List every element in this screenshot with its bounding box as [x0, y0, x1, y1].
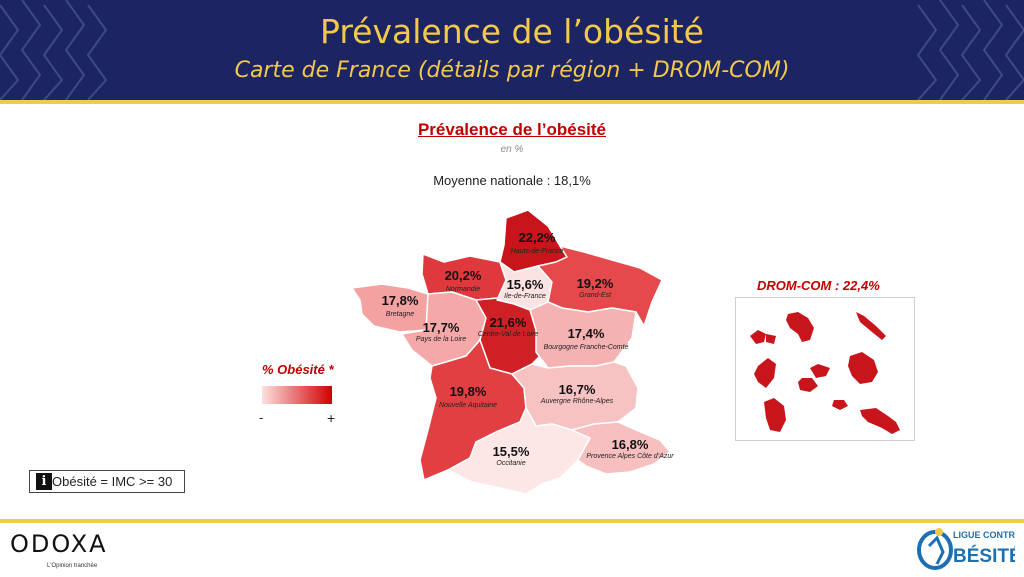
region-bourgogne-franche-comte: [529, 301, 637, 369]
region-name-occitanie: Occitanie: [496, 460, 526, 467]
legend-min-label: -: [259, 410, 264, 425]
national-average: Moyenne nationale : 18,1%: [433, 173, 591, 188]
region-name-centre-val-de-loire: Centre-Val de Loire: [477, 331, 539, 338]
definition-note: i Obésité = IMC >= 30: [29, 470, 185, 493]
region-value-bourgogne-franche-comte: 17,4%: [567, 326, 605, 341]
map-title-text: Prévalence de l’obésité: [417, 120, 607, 139]
region-value-hauts-de-france: 22,2%: [518, 230, 556, 245]
region-value-occitanie: 15,5%: [492, 444, 530, 459]
region-bretagne: [351, 283, 429, 333]
drom-polynesie-shape: [848, 352, 878, 384]
region-name-auvergne-rhone-alpes: Auvergne Rhône-Alpes: [540, 398, 614, 405]
drom-guyane-shape: [754, 358, 776, 388]
region-value-normandie: 20,2%: [444, 268, 482, 283]
ligue-contre-obesite-logo: LIGUE CONTRE BÉSITÉ: [915, 524, 1022, 572]
region-name-provence-alpes-cote-dazur: Provence Alpes Côte d’Azur: [586, 453, 674, 460]
ligue-top-text: LIGUE CONTRE: [953, 530, 1015, 540]
region-name-bourgogne-franche-comte: Bourgogne Franche-Comté: [543, 344, 629, 351]
ligue-logo-graphic: LIGUE CONTRE BÉSITÉ: [917, 528, 1022, 570]
drom-com-box: [735, 297, 915, 441]
region-name-normandie: Normandie: [445, 286, 481, 293]
region-value-pays-de-la-loire: 17,7%: [422, 320, 460, 335]
odoxa-wordmark: ODOXA: [10, 530, 108, 558]
header-divider: [0, 100, 1024, 104]
region-value-grand-est: 19,2%: [576, 276, 614, 291]
region-value-nouvelle-aquitaine: 19,8%: [449, 384, 487, 399]
header-pattern-right: [916, 0, 1024, 100]
legend-max-label: +: [327, 410, 336, 426]
region-name-grand-est: Grand-Est: [579, 292, 611, 299]
header-pattern-left: [0, 0, 108, 100]
info-icon: i: [36, 473, 52, 490]
drom-wallis-shape: [832, 400, 848, 410]
page-subtitle: Carte de France (détails par région + DR…: [234, 58, 790, 83]
region-name-nouvelle-aquitaine: Nouvelle Aquitaine: [438, 402, 498, 409]
map-title: Prévalence de l’obésité: [0, 120, 1024, 140]
drom-caledonie-shape: [764, 398, 786, 432]
drom-com-title: DROM-COM : 22,4%: [757, 278, 880, 293]
legend-title: % Obésité *: [262, 362, 334, 377]
region-provence-alpes-cote-dazur: [571, 421, 671, 475]
drom-saint-pierre-shape: [860, 408, 900, 434]
ligue-word-text: BÉSITÉ: [953, 545, 1015, 567]
region-name-ile-de-france: Ile-de-France: [504, 293, 546, 300]
definition-note-text: Obésité = IMC >= 30: [52, 474, 173, 489]
odoxa-logo: ODOXA L'Opinion tranchée: [10, 530, 108, 569]
region-value-bretagne: 17,8%: [381, 293, 419, 308]
drom-martinique-shape: [786, 312, 814, 342]
region-name-hauts-de-france: Hauts-de-France: [510, 248, 564, 255]
region-name-bretagne: Bretagne: [385, 311, 415, 318]
legend-gradient-bar: [262, 386, 332, 404]
drom-com-map: [750, 312, 900, 434]
region-name-pays-de-la-loire: Pays de la Loire: [415, 336, 467, 343]
odoxa-tagline: L'Opinion tranchée: [47, 563, 98, 569]
page-title: Prévalence de l’obésité: [320, 12, 704, 51]
region-value-ile-de-france: 15,6%: [506, 277, 544, 292]
region-value-centre-val-de-loire: 21,6%: [489, 315, 527, 330]
region-value-auvergne-rhone-alpes: 16,7%: [558, 382, 596, 397]
header-banner: Prévalence de l’obésité Carte de France …: [0, 0, 1024, 100]
footer-divider: [0, 519, 1024, 523]
map-unit: en %: [500, 144, 524, 155]
region-value-provence-alpes-cote-dazur: 16,8%: [611, 437, 649, 452]
drom-mayotte-shape: [856, 312, 886, 340]
drom-guadeloupe-shape: [750, 330, 776, 344]
drom-reunion-shape: [798, 364, 830, 392]
